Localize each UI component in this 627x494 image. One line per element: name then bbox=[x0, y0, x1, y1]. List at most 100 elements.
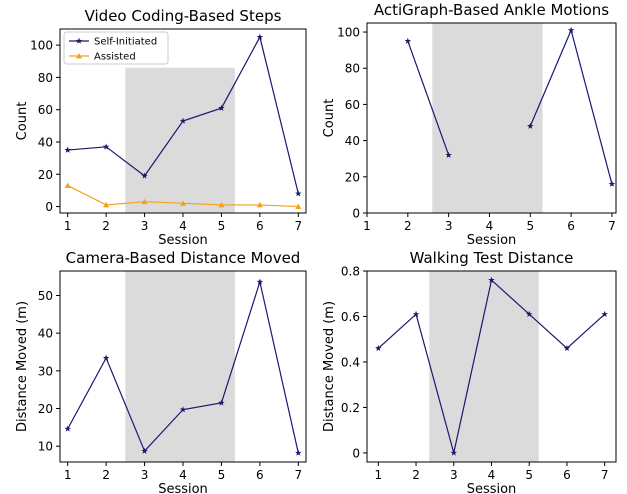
x-tick-label: 4 bbox=[179, 468, 187, 482]
x-tick-label: 4 bbox=[486, 219, 494, 233]
x-tick-label: 3 bbox=[141, 219, 149, 233]
chart-title: Video Coding-Based Steps bbox=[85, 7, 282, 25]
y-tick-label: 100 bbox=[30, 39, 53, 53]
y-tick-label: 0.4 bbox=[341, 355, 360, 369]
x-tick-label: 6 bbox=[563, 468, 571, 482]
data-point bbox=[141, 447, 148, 454]
data-point bbox=[527, 122, 534, 129]
data-point bbox=[256, 278, 264, 285]
x-tick-label: 7 bbox=[608, 219, 616, 233]
shaded-region bbox=[432, 23, 543, 213]
data-point bbox=[218, 201, 225, 208]
legend-label: Self-Initiated bbox=[94, 37, 157, 48]
data-point bbox=[218, 399, 225, 406]
y-tick-label: 0 bbox=[45, 200, 53, 214]
x-tick-label: 3 bbox=[450, 468, 458, 482]
y-tick-label: 60 bbox=[345, 98, 360, 112]
x-tick-label: 4 bbox=[179, 219, 187, 233]
data-point bbox=[256, 201, 263, 208]
chart-camera-distance-moved: Camera-Based Distance Moved Session Dist… bbox=[15, 249, 307, 494]
y-tick-label: 10 bbox=[38, 440, 53, 454]
y-tick-label: 30 bbox=[38, 364, 53, 378]
x-tick-label: 1 bbox=[64, 219, 72, 233]
x-tick-label: 1 bbox=[64, 468, 72, 482]
x-tick-label: 6 bbox=[256, 219, 264, 233]
chart-title: ActiGraph-Based Ankle Motions bbox=[374, 1, 609, 19]
legend-label: Assisted bbox=[94, 52, 136, 63]
legend-box bbox=[63, 31, 169, 65]
x-tick-label: 7 bbox=[601, 468, 609, 482]
x-tick-label: 2 bbox=[102, 468, 110, 482]
y-tick-label: 0 bbox=[352, 446, 360, 460]
data-point bbox=[179, 406, 187, 413]
data-point bbox=[256, 33, 264, 40]
x-tick-label: 5 bbox=[526, 219, 534, 233]
data-point bbox=[102, 354, 110, 361]
y-tick-label: 60 bbox=[38, 103, 53, 117]
x-tick-label: 6 bbox=[256, 468, 264, 482]
y-axis-label: Count bbox=[322, 99, 337, 138]
chart-walking-test-distance: Walking Test Distance Session Distance M… bbox=[322, 249, 617, 494]
x-tick-label: 7 bbox=[294, 219, 302, 233]
x-tick-label: 5 bbox=[218, 468, 226, 482]
y-axis-label: Count bbox=[15, 102, 30, 141]
x-tick-label: 5 bbox=[525, 468, 533, 482]
data-point bbox=[375, 344, 382, 352]
data-point bbox=[102, 143, 110, 150]
x-tick-label: 1 bbox=[363, 219, 371, 233]
shaded-region bbox=[125, 67, 235, 213]
y-tick-label: 0 bbox=[352, 207, 360, 221]
data-point bbox=[179, 117, 187, 124]
chart-title: Walking Test Distance bbox=[410, 249, 574, 267]
data-point bbox=[488, 276, 495, 283]
x-tick-label: 2 bbox=[412, 468, 420, 482]
data-point bbox=[450, 449, 458, 456]
y-tick-label: 80 bbox=[345, 62, 360, 76]
series-line bbox=[529, 28, 613, 185]
data-point bbox=[445, 151, 452, 158]
y-tick-label: 40 bbox=[38, 327, 53, 341]
y-tick-label: 0.6 bbox=[341, 310, 360, 324]
shaded-region bbox=[125, 271, 235, 462]
data-point bbox=[141, 172, 148, 179]
data-point bbox=[525, 310, 533, 317]
y-tick-label: 20 bbox=[38, 168, 53, 182]
series-line bbox=[407, 40, 450, 156]
chart-actigraph-ankle-motions: ActiGraph-Based Ankle Motions Session Co… bbox=[322, 1, 617, 248]
chart-title: Camera-Based Distance Moved bbox=[66, 249, 301, 267]
y-tick-label: 20 bbox=[345, 170, 360, 184]
x-axis-label: Session bbox=[467, 482, 517, 494]
y-tick-label: 0.8 bbox=[341, 265, 360, 279]
axes-frame bbox=[366, 22, 617, 214]
x-tick-label: 7 bbox=[294, 468, 302, 482]
data-point bbox=[412, 310, 420, 317]
data-point bbox=[295, 203, 302, 209]
data-point bbox=[103, 201, 110, 208]
y-tick-label: 80 bbox=[38, 71, 53, 85]
x-tick-label: 6 bbox=[567, 219, 575, 233]
data-point bbox=[608, 180, 616, 187]
data-point bbox=[601, 310, 608, 317]
y-tick-label: 50 bbox=[38, 289, 53, 303]
x-tick-label: 3 bbox=[141, 468, 149, 482]
data-point bbox=[64, 425, 71, 432]
data-point bbox=[295, 190, 302, 197]
legend-marker bbox=[76, 53, 82, 59]
data-point bbox=[180, 200, 186, 206]
y-tick-label: 40 bbox=[345, 134, 360, 148]
x-tick-label: 5 bbox=[218, 219, 226, 233]
data-point bbox=[141, 198, 148, 205]
x-axis-label: Session bbox=[158, 482, 208, 494]
x-axis-label: Session bbox=[467, 233, 517, 248]
data-point bbox=[567, 26, 575, 33]
data-point bbox=[404, 37, 412, 44]
data-point bbox=[295, 449, 302, 456]
y-tick-label: 20 bbox=[38, 402, 53, 416]
x-tick-label: 2 bbox=[404, 219, 412, 233]
chart-video-coding-steps: Video Coding-Based Steps Session Count 1… bbox=[15, 7, 307, 248]
x-tick-label: 1 bbox=[374, 468, 382, 482]
legend-marker bbox=[75, 37, 83, 44]
y-tick-label: 0.2 bbox=[341, 401, 360, 415]
y-axis-label: Distance Moved (m) bbox=[322, 301, 337, 432]
